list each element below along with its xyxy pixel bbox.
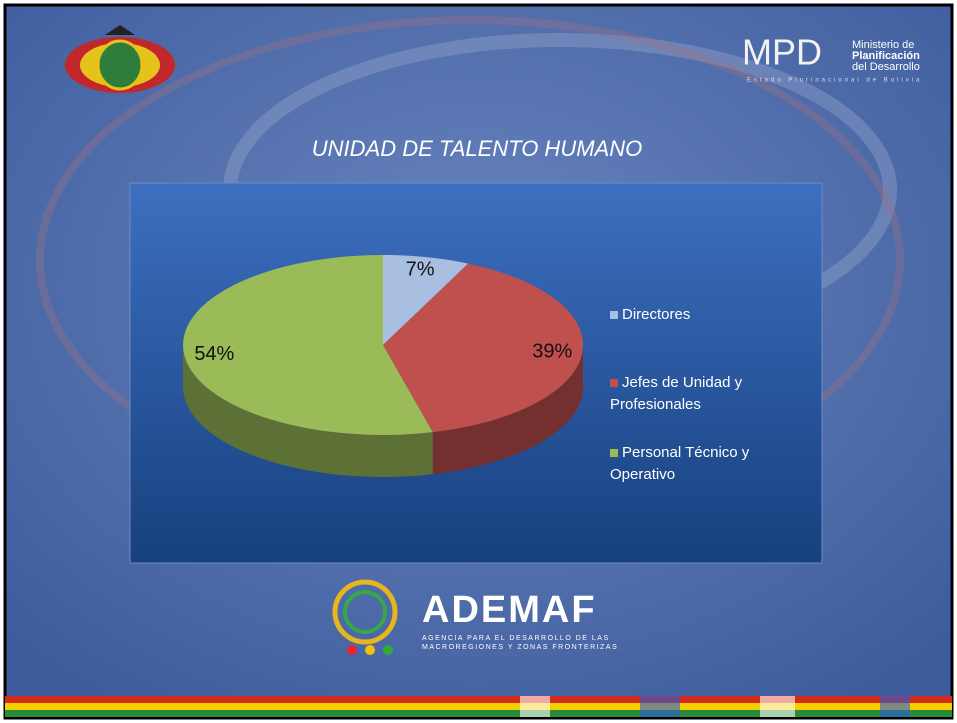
data-label: 39%	[532, 340, 572, 362]
ademaf-subtitle: AGENCIA PARA EL DESARROLLO DE LAS	[422, 635, 610, 642]
ademaf-subtitle: MACROREGIONES Y ZONAS FRONTERIZAS	[422, 644, 618, 651]
legend-label: Directores	[622, 306, 690, 323]
legend-label: Jefes de Unidad y Profesionales	[610, 374, 742, 413]
chart-title: UNIDAD DE TALENTO HUMANO	[312, 136, 642, 161]
legend-entry: Directores	[610, 304, 795, 326]
ministry-text: del Desarrollo	[852, 61, 920, 73]
state-text: Estado Plurinacional de Bolivia	[747, 78, 922, 84]
legend-entry: Personal Técnico y Operativo	[610, 442, 795, 486]
data-label: 54%	[194, 343, 234, 365]
chart: MPD Ministerio de Planificación del Desa…	[0, 0, 957, 723]
slide: MPD Ministerio de Planificación del Desa…	[0, 0, 957, 723]
data-label: 7%	[406, 259, 435, 281]
legend-label: Personal Técnico y Operativo	[610, 444, 749, 483]
legend-entry: Jefes de Unidad y Profesionales	[610, 372, 795, 416]
ademaf-logo: ADEMAF	[422, 589, 597, 631]
legend-swatch	[610, 449, 618, 457]
legend-swatch	[610, 311, 618, 319]
mpd-logo: MPD	[742, 32, 822, 73]
flag-stripes	[5, 696, 952, 717]
legend-swatch	[610, 379, 618, 387]
